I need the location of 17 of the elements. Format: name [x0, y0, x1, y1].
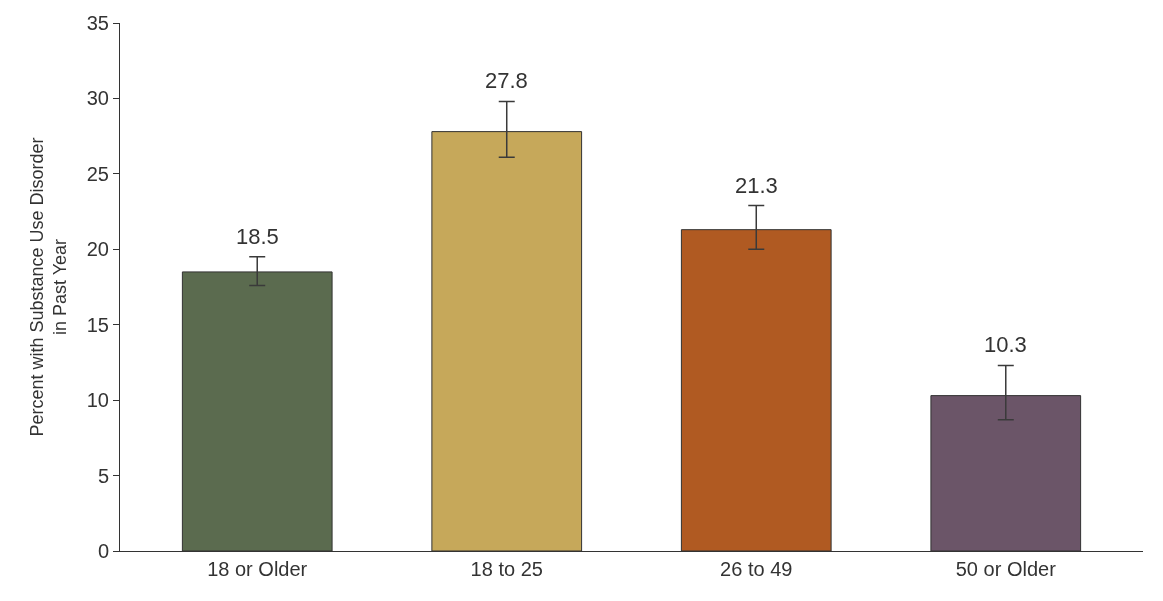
y-tick-label: 30	[86, 87, 109, 110]
x-tick-label: 26 to 49	[720, 558, 793, 580]
x-tick-label: 18 or Older	[207, 558, 308, 580]
data-label: 21.3	[735, 173, 778, 198]
x-tick-label: 50 or Older	[955, 558, 1057, 580]
y-tick-label: 25	[86, 162, 109, 185]
y-tick-label: 35	[86, 12, 109, 34]
data-label: 10.3	[984, 332, 1027, 357]
y-tick-label: 0	[97, 540, 109, 562]
data-label: 18.5	[236, 224, 279, 249]
y-tick-label: 20	[86, 238, 109, 261]
y-axis-title: Percent with Substance Use Disorder in Past Year	[26, 137, 70, 437]
y-tick-label: 15	[86, 313, 109, 336]
x-tick-label: 18 to 25	[470, 558, 543, 580]
y-tick-label: 10	[86, 389, 109, 412]
y-tick-label: 5	[97, 464, 109, 487]
data-label: 27.8	[485, 68, 528, 93]
